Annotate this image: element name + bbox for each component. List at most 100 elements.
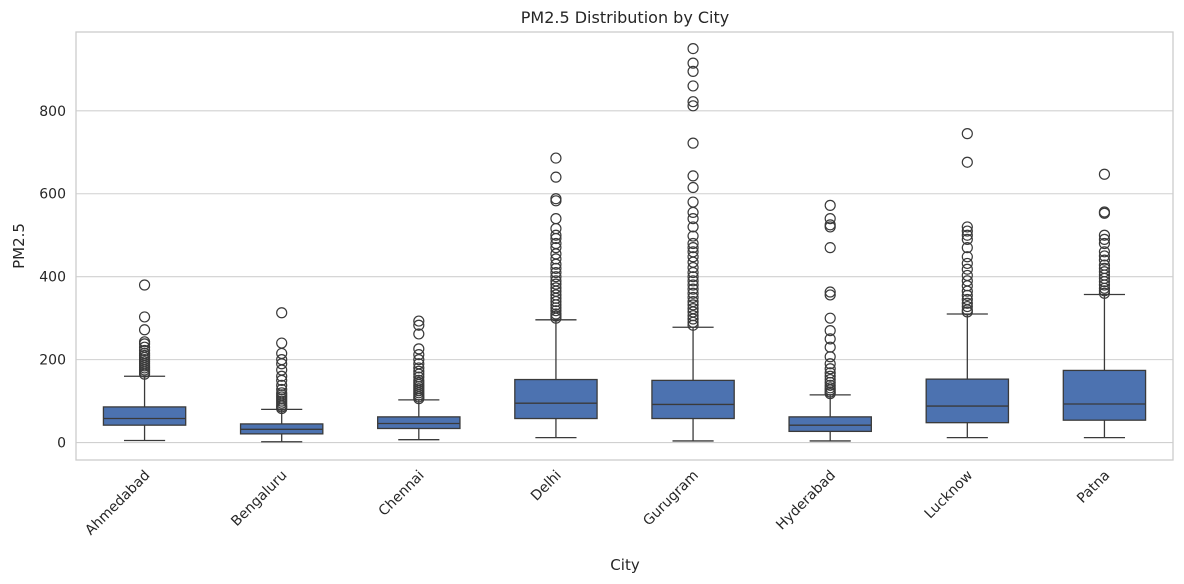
outlier-point	[1098, 168, 1111, 180]
box-delhi	[514, 152, 598, 439]
outlier-point	[687, 299, 699, 311]
outlier-point	[961, 257, 973, 270]
y-tick-label-200: 200	[39, 353, 66, 369]
outlier-point	[687, 137, 699, 149]
iqr-box	[514, 378, 598, 420]
outlier-point	[687, 100, 699, 112]
outlier-point	[961, 251, 973, 263]
outlier-point	[1098, 266, 1111, 278]
outlier-point	[550, 308, 562, 320]
outlier-point	[961, 300, 973, 313]
outlier-point	[413, 319, 425, 331]
outlier-point	[550, 271, 562, 283]
outlier-point	[824, 286, 836, 298]
iqr-box	[1062, 369, 1147, 421]
outlier-point	[961, 128, 973, 140]
box-hyderabad	[788, 199, 872, 442]
outlier-point	[550, 242, 562, 254]
outlier-point	[961, 263, 973, 275]
outlier-point	[550, 282, 562, 294]
box-chennai	[377, 315, 461, 441]
x-axis-title: City	[610, 556, 640, 574]
outlier-point	[687, 261, 699, 274]
outlier-point	[413, 374, 425, 386]
outlier-point	[550, 275, 562, 287]
outlier-point	[961, 297, 973, 309]
outlier-point	[413, 328, 425, 340]
outlier-point	[1098, 237, 1111, 250]
y-tick-label-0: 0	[57, 436, 66, 452]
outlier-point	[961, 269, 973, 282]
outlier-point	[1098, 233, 1111, 245]
outlier-point	[687, 310, 699, 322]
outlier-point	[550, 253, 562, 265]
outlier-point	[687, 96, 699, 108]
outlier-point	[550, 171, 562, 183]
outlier-point	[413, 371, 425, 383]
outlier-point	[413, 362, 425, 374]
outlier-point	[1098, 254, 1111, 266]
iqr-box	[377, 416, 461, 430]
outlier-point	[687, 65, 699, 77]
outlier-point	[687, 295, 699, 308]
outlier-point	[824, 242, 836, 254]
outlier-point	[824, 199, 836, 211]
outlier-point	[824, 373, 836, 386]
boxes-layer	[102, 42, 1147, 443]
outlier-point	[138, 311, 151, 323]
iqr-box	[651, 379, 735, 420]
y-tick-label-600: 600	[39, 187, 66, 203]
outlier-point	[413, 358, 425, 370]
outlier-point	[138, 336, 151, 348]
outlier-point	[550, 229, 562, 241]
iqr-box	[788, 416, 872, 433]
outlier-point	[276, 337, 288, 349]
y-tick-labels: 0 200 400 600 800	[39, 104, 66, 452]
box-bengaluru	[239, 307, 324, 443]
outlier-point	[824, 213, 836, 225]
box-gurugram	[651, 42, 735, 442]
outlier-point	[276, 379, 288, 391]
outlier-point	[687, 213, 699, 225]
outlier-point	[413, 354, 425, 366]
outlier-point	[824, 379, 836, 391]
outlier-point	[550, 278, 562, 290]
outlier-point	[687, 242, 699, 254]
outlier-point	[824, 363, 836, 375]
outlier-point	[687, 271, 699, 283]
outlier-point	[824, 312, 836, 324]
outlier-point	[1098, 259, 1111, 271]
outlier-point	[824, 370, 836, 382]
outlier-point	[687, 230, 699, 242]
outlier-point	[824, 289, 836, 301]
outlier-point	[824, 358, 836, 370]
outlier-point	[961, 225, 973, 237]
outlier-point	[824, 219, 836, 231]
outlier-point	[687, 283, 699, 295]
outlier-point	[687, 246, 699, 258]
outlier-point	[276, 383, 288, 396]
outlier-point	[276, 370, 288, 382]
outlier-point	[687, 196, 699, 208]
outlier-point	[687, 279, 699, 291]
outlier-point	[824, 325, 836, 337]
outlier-point	[1098, 250, 1111, 262]
outlier-point	[276, 307, 288, 319]
outlier-point	[961, 293, 973, 306]
iqr-box	[925, 378, 1010, 424]
outlier-point	[550, 213, 562, 225]
outlier-point	[824, 341, 836, 353]
outlier-point	[687, 80, 699, 92]
outlier-point	[413, 315, 425, 327]
outlier-point	[550, 152, 562, 164]
outlier-point	[413, 343, 425, 355]
gridlines	[76, 110, 1173, 444]
outlier-point	[138, 344, 151, 357]
y-axis-title: PM2.5	[10, 223, 28, 269]
outlier-point	[961, 156, 973, 168]
outlier-point	[550, 266, 562, 279]
y-tick-label-800: 800	[39, 104, 66, 120]
outlier-point	[687, 237, 699, 250]
